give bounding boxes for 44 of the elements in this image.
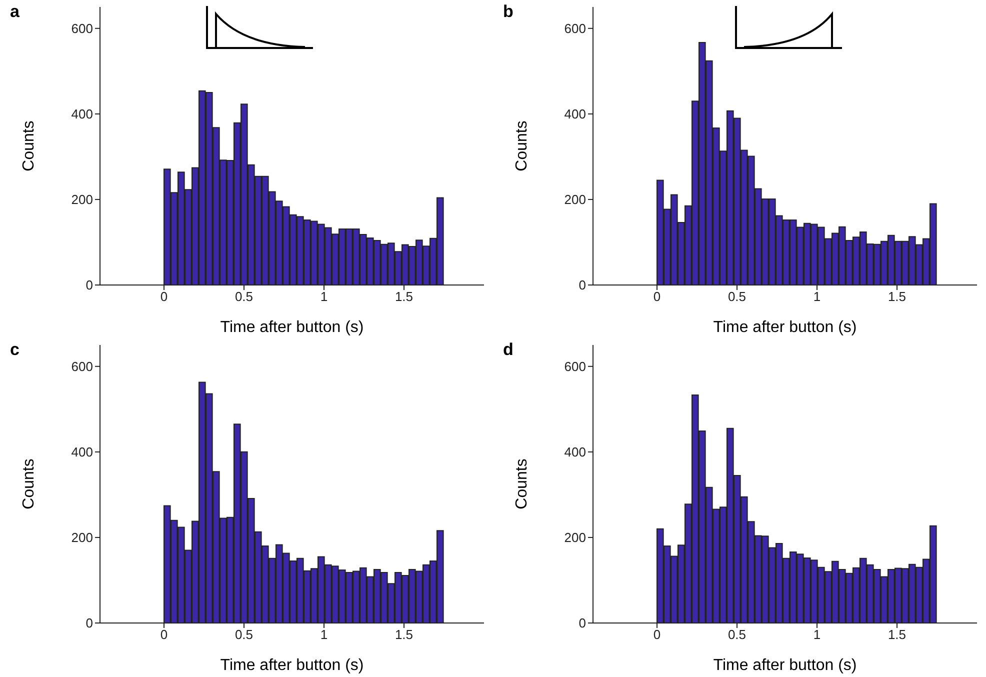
y-axis-title: Counts (20, 120, 38, 172)
x-tick-label: 1 (813, 289, 821, 304)
y-tick-label: 200 (564, 192, 586, 208)
x-axis-title: Time after button (s) (220, 657, 364, 674)
x-tick-label: 1 (320, 627, 328, 642)
chart-title: c (10, 340, 20, 360)
y-tick-label: 0 (86, 278, 93, 293)
chart-title: a (10, 2, 20, 22)
y-tick-label: 200 (71, 192, 93, 208)
y-tick-label: 0 (86, 616, 93, 631)
y-axis-title: Counts (514, 120, 531, 172)
x-tick-label: 0 (160, 289, 168, 304)
x-tick-label: 1.5 (888, 627, 906, 642)
x-tick-label: 0 (653, 289, 661, 304)
x-tick-label: 1.5 (888, 289, 906, 304)
x-tick-label: 1 (320, 289, 328, 304)
x-axis-title: Time after button (s) (713, 319, 857, 336)
x-tick-label: 0.5 (234, 627, 254, 642)
x-tick-label: 0 (160, 627, 168, 642)
y-axis-title: Counts (20, 458, 38, 510)
x-tick-label: 1.5 (394, 289, 414, 304)
y-tick-label: 400 (71, 106, 93, 122)
x-tick-label: 0.5 (728, 289, 746, 304)
x-axis-title: Time after button (s) (713, 657, 857, 674)
x-tick-label: 0.5 (728, 627, 746, 642)
y-tick-label: 600 (564, 359, 586, 374)
x-tick-label: 0.5 (234, 289, 254, 304)
y-tick-label: 200 (71, 530, 93, 546)
y-tick-label: 400 (71, 444, 93, 460)
y-tick-label: 600 (564, 21, 586, 36)
y-tick-label: 400 (564, 444, 586, 460)
y-tick-label: 0 (578, 616, 586, 631)
y-tick-label: 600 (71, 21, 93, 36)
y-tick-label: 200 (564, 530, 586, 546)
y-tick-label: 400 (564, 106, 586, 122)
x-tick-label: 1 (813, 627, 821, 642)
y-tick-label: 600 (71, 359, 93, 374)
y-tick-label: 0 (578, 278, 586, 293)
x-tick-label: 0 (653, 627, 661, 642)
chart-title: d (503, 340, 514, 360)
x-axis-title: Time after button (s) (220, 319, 364, 336)
x-tick-label: 1.5 (394, 627, 414, 642)
chart-title: b (503, 2, 514, 22)
y-axis-title: Counts (514, 458, 531, 510)
